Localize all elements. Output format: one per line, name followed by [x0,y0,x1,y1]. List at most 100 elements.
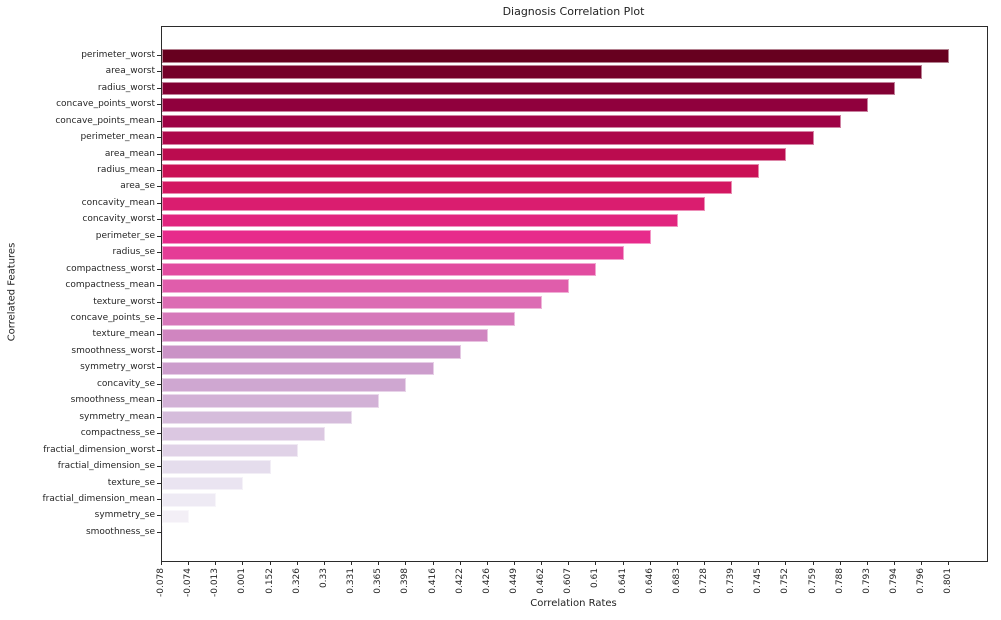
x-tick-label: 0.426 [481,568,492,594]
y-tick-label: area_mean [104,148,155,159]
y-tick-mark [157,482,161,484]
y-tick-mark [157,153,161,155]
y-tick-label: area_se [120,181,155,192]
bar [162,493,217,507]
y-tick-label: concave_points_se [70,313,155,324]
bar [162,394,380,409]
x-tick-label: 0.001 [237,568,248,594]
y-tick-label: fractial_dimension_worst [43,444,155,455]
bar [162,427,325,441]
x-tick-mark [459,561,461,565]
x-tick-mark [242,561,244,565]
y-tick-mark [157,498,161,500]
x-tick-label: 0.607 [563,568,574,594]
x-tick-mark [866,561,868,565]
y-tick-label: texture_worst [93,296,155,307]
x-tick-label: -0.013 [210,568,221,598]
x-tick-mark [921,561,923,565]
x-tick-mark [812,561,814,565]
bar [162,361,434,376]
y-tick-label: perimeter_mean [80,132,155,143]
x-tick-label: -0.074 [183,568,194,598]
x-tick-label: 0.646 [644,568,655,594]
y-tick-mark [157,466,161,468]
y-tick-mark [157,531,161,533]
y-tick-label: compactness_se [80,428,155,439]
x-tick-mark [215,561,217,565]
y-tick-mark [157,169,161,171]
x-tick-label: 0.449 [508,568,519,594]
y-tick-mark [157,334,161,336]
y-tick-mark [157,449,161,451]
x-tick-label: 0.752 [780,568,791,594]
y-tick-mark [157,71,161,73]
y-tick-label: symmetry_worst [80,362,155,373]
x-tick-label: 0.152 [264,568,275,594]
y-tick-label: texture_se [107,477,155,488]
x-tick-mark [541,561,543,565]
y-tick-label: compactness_mean [65,280,155,291]
x-tick-mark [405,561,407,565]
y-tick-label: smoothness_mean [70,395,155,406]
x-tick-mark [486,561,488,565]
bar [162,65,923,80]
y-tick-label: radius_worst [97,82,155,93]
x-tick-label: 0.801 [943,568,954,594]
y-tick-mark [157,137,161,139]
y-tick-mark [157,367,161,369]
y-tick-mark [157,433,161,435]
bar [162,164,760,178]
y-tick-mark [157,301,161,303]
bar [162,81,896,96]
x-tick-mark [622,561,624,565]
y-tick-label: radius_mean [97,164,155,175]
x-tick-mark [595,561,597,565]
bar [162,197,705,211]
x-tick-label: 0.745 [753,568,764,594]
y-tick-label: concavity_se [96,378,155,389]
y-tick-label: smoothness_se [85,526,155,537]
bar [162,180,733,195]
y-tick-label: area_worst [105,66,155,77]
y-tick-label: compactness_worst [66,263,155,274]
y-tick-mark [157,268,161,270]
x-tick-label: 0.683 [671,568,682,594]
y-tick-mark [157,235,161,237]
x-tick-mark [296,561,298,565]
bar [162,262,597,277]
x-tick-label: 0.796 [916,568,927,594]
y-tick-mark [157,202,161,204]
x-tick-mark [432,561,434,565]
y-tick-mark [157,400,161,402]
y-tick-mark [157,219,161,221]
bar [162,476,244,491]
x-tick-mark [676,561,678,565]
bar [162,443,298,458]
bar [162,147,787,162]
bar [162,526,163,540]
x-tick-label: 0.33 [318,568,329,589]
x-tick-mark [785,561,787,565]
x-tick-label: 0.422 [454,568,465,594]
plot-area [161,26,988,562]
x-tick-label: 0.794 [889,568,900,594]
x-tick-label: 0.788 [834,568,845,594]
x-tick-label: 0.416 [427,568,438,594]
y-tick-label: perimeter_worst [81,49,155,60]
y-tick-label: concavity_worst [82,214,155,225]
x-tick-mark [758,561,760,565]
x-tick-mark [731,561,733,565]
x-axis-label: Correlation Rates [530,598,617,609]
x-tick-label: 0.759 [807,568,818,594]
x-tick-label: 0.331 [346,568,357,594]
x-tick-mark [188,561,190,565]
y-tick-label: smoothness_worst [71,345,155,356]
x-tick-label: 0.61 [590,568,601,589]
y-tick-label: symmetry_mean [79,411,155,422]
x-tick-mark [948,561,950,565]
y-tick-label: fractial_dimension_se [57,461,155,472]
x-tick-label: 0.728 [699,568,709,594]
y-tick-label: texture_mean [92,329,155,340]
y-tick-mark [157,515,161,517]
x-tick-mark [513,561,515,565]
